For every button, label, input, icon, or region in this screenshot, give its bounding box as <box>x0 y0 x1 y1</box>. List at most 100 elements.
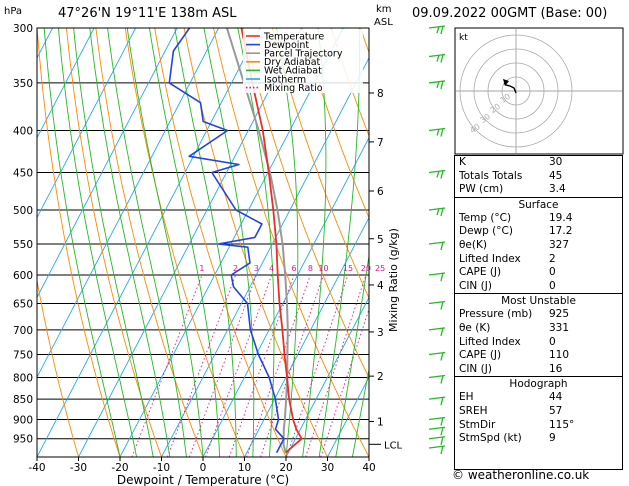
wet-adiabat-line <box>58 28 138 457</box>
hodograph-title: Hodograph <box>455 376 622 391</box>
km-tick-label: 4 <box>377 280 384 292</box>
index-row: StmDir 115° <box>455 419 622 433</box>
indices-top-group: K 30 Totals Totals 45 PW (cm) 3.4 <box>455 156 622 197</box>
isotherm-line <box>202 136 369 457</box>
legend-label: Parcel Trajectory <box>264 49 343 60</box>
dry-adiabat-line <box>242 28 369 379</box>
legend-box <box>243 29 363 93</box>
legend-label: Wet Adiabat <box>264 66 322 77</box>
wet-adiabat-line <box>126 28 204 457</box>
index-row: Dewp (°C) 17.2 <box>455 225 622 239</box>
index-value: 331 <box>549 321 570 334</box>
index-label: CIN (J) <box>459 279 492 292</box>
index-label: K <box>459 156 466 168</box>
wind-barb-feather <box>440 375 444 384</box>
hodograph-group: EH 44 SREH 57 StmDir 115° StmSpd (kt) 9 <box>455 391 622 445</box>
isotherm-line <box>244 216 369 457</box>
index-value: 110 <box>549 349 570 362</box>
pressure-tick-label: 700 <box>13 325 33 337</box>
wet-adiabat-line <box>302 28 327 457</box>
parcel-trajectory-line <box>225 28 289 453</box>
legend-label: Dewpoint <box>264 40 309 51</box>
wind-barb-feather <box>440 445 444 455</box>
km-axis-unit: km <box>376 4 392 15</box>
pressure-tick-label: 600 <box>13 270 33 282</box>
pressure-tick-label: 750 <box>13 349 33 361</box>
x-tick-label: 40 <box>362 462 375 474</box>
hodograph-unit-label: kt <box>459 33 468 43</box>
index-value: 0 <box>549 266 556 279</box>
km-tick-label: 8 <box>377 88 384 100</box>
dry-adiabat-line <box>625 28 629 457</box>
wet-adiabat-line <box>73 28 154 457</box>
copyright-footer: © weatheronline.co.uk <box>452 468 590 482</box>
wind-barb-feather <box>440 272 444 282</box>
index-value: 3.4 <box>549 183 566 196</box>
pressure-tick-label: 450 <box>13 167 33 179</box>
index-value: 327 <box>549 238 570 251</box>
lcl-label: LCL <box>384 440 403 451</box>
wind-barb-feather <box>436 128 440 136</box>
dry-adiabat-line <box>124 28 245 457</box>
pressure-tick-label: 550 <box>13 239 33 251</box>
wet-adiabat-line <box>335 252 369 457</box>
index-value: 0 <box>549 335 556 348</box>
pressure-tick-label: 400 <box>13 126 33 138</box>
km-tick-label: 1 <box>377 416 384 428</box>
x-axis-title: Dewpoint / Temperature (°C) <box>117 473 289 486</box>
wind-barb-feather <box>440 417 444 426</box>
wind-barb-feather <box>440 301 444 310</box>
hodograph-ring <box>487 62 545 120</box>
mixing-ratio-line <box>205 274 273 457</box>
legend-label: Mixing Ratio <box>264 83 323 94</box>
wind-barb-feather <box>436 26 440 34</box>
wind-barb-feather <box>440 80 444 90</box>
mixing-ratio-line <box>260 274 324 457</box>
isotherm-line <box>161 56 369 457</box>
index-label: Totals Totals <box>459 169 523 182</box>
mixing-ratio-label: 25 <box>375 264 385 273</box>
surface-title: Surface <box>455 196 622 212</box>
most-unstable-group: Pressure (mb) 925 θe (K) 331 Lifted Index 0 CA… <box>455 308 622 376</box>
pressure-tick-label: 800 <box>13 372 33 384</box>
wind-barb-feather <box>436 170 440 178</box>
profile-lines <box>168 28 303 454</box>
wet-adiabat-line <box>174 28 237 457</box>
hpa-axis-unit: hPa <box>4 6 22 17</box>
surface-group: Temp (°C) 19.4 Dewp (°C) 17.2 θe(K) 327 Lifted… <box>455 212 622 294</box>
index-row: StmSpd (kt) 9 <box>455 432 622 446</box>
index-value: 17.2 <box>549 225 573 238</box>
dry-adiabat-line <box>95 28 204 457</box>
isotherm-line <box>37 28 136 219</box>
legend-label: Dry Adiabat <box>264 57 321 68</box>
wet-adiabat-line <box>89 28 171 457</box>
mixing-ratio-label: 15 <box>343 264 353 273</box>
index-label: CAPE (J) <box>459 266 502 279</box>
index-label: Pressure (mb) <box>459 308 533 321</box>
dry-adiabat-line <box>37 277 79 457</box>
index-label: Dewp (°C) <box>459 225 513 238</box>
wet-adiabat-line <box>275 28 299 457</box>
isotherm-line <box>327 376 369 457</box>
wind-barb-feather <box>436 208 440 216</box>
index-row: SREH 57 <box>455 405 622 419</box>
index-value: 44 <box>549 391 563 404</box>
mixing-ratio-line <box>246 274 311 457</box>
wet-adiabat-line <box>237 28 275 457</box>
km-tick-label: 5 <box>377 234 384 246</box>
index-row: PW (cm) 3.4 <box>455 183 622 197</box>
wind-barb-feather <box>440 207 444 217</box>
wind-barb-feather <box>436 81 440 89</box>
index-value: 2 <box>549 252 556 265</box>
wind-barb-feather <box>436 54 440 62</box>
hodograph-ring <box>473 48 559 134</box>
index-label: CAPE (J) <box>459 349 502 362</box>
index-row: Totals Totals 45 <box>455 170 622 184</box>
index-row: Lifted Index 2 <box>455 253 622 267</box>
index-row: CAPE (J) 110 <box>455 349 622 363</box>
background-lines <box>37 28 629 457</box>
wind-barb-feather <box>440 327 444 337</box>
mixing-ratio-line <box>166 274 237 457</box>
